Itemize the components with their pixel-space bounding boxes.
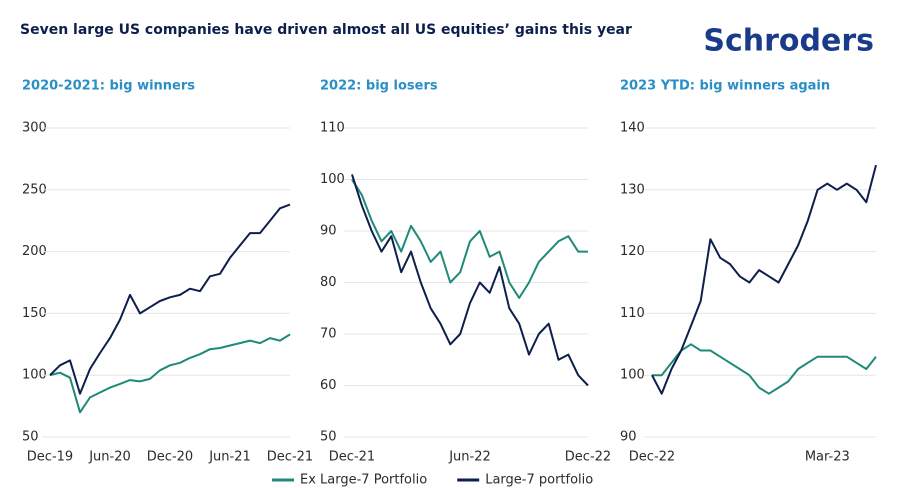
x-tick-label: Dec-22 <box>565 450 611 465</box>
x-tick-label: Jun-22 <box>448 450 491 465</box>
x-tick-label: Jun-21 <box>208 450 251 465</box>
y-tick-label: 60 <box>320 378 337 393</box>
series-line <box>351 174 589 387</box>
y-tick-label: 300 <box>22 121 47 136</box>
y-tick-label: 150 <box>22 306 47 321</box>
x-tick-label: Dec-20 <box>147 450 193 465</box>
y-tick-label: 130 <box>620 182 645 197</box>
series-line <box>351 178 588 299</box>
logo: Schroders <box>703 24 874 59</box>
series-line <box>49 203 291 395</box>
legend-label: Ex Large-7 Portfolio <box>300 473 427 488</box>
y-tick-label: 110 <box>320 121 345 136</box>
series-line <box>651 164 877 395</box>
y-tick-label: 100 <box>620 368 645 383</box>
y-tick-label: 50 <box>320 430 337 445</box>
x-tick-label: Dec-21 <box>329 450 375 465</box>
y-tick-label: 90 <box>320 224 337 239</box>
y-tick-label: 100 <box>22 368 47 383</box>
x-tick-label: Dec-22 <box>629 450 675 465</box>
legend-label: Large-7 portfolio <box>485 473 593 488</box>
y-tick-label: 110 <box>620 306 645 321</box>
y-tick-label: 80 <box>320 275 337 290</box>
page-title: Seven large US companies have driven alm… <box>20 22 632 38</box>
x-tick-label: Dec-19 <box>27 450 73 465</box>
y-tick-label: 200 <box>22 244 47 259</box>
y-tick-label: 120 <box>620 244 645 259</box>
y-tick-label: 50 <box>22 430 39 445</box>
y-tick-label: 140 <box>620 121 645 136</box>
x-tick-label: Dec-21 <box>267 450 313 465</box>
panel-title: 2023 YTD: big winners again <box>620 79 830 94</box>
y-tick-label: 90 <box>620 430 637 445</box>
y-tick-label: 100 <box>320 172 345 187</box>
series-line <box>652 343 877 395</box>
panel-title: 2020-2021: big winners <box>22 79 195 94</box>
x-tick-label: Jun-20 <box>88 450 131 465</box>
y-tick-label: 250 <box>22 182 47 197</box>
y-tick-label: 70 <box>320 327 337 342</box>
panel-title: 2022: big losers <box>320 79 438 94</box>
series-line <box>49 333 291 414</box>
x-tick-label: Mar-23 <box>805 450 850 465</box>
